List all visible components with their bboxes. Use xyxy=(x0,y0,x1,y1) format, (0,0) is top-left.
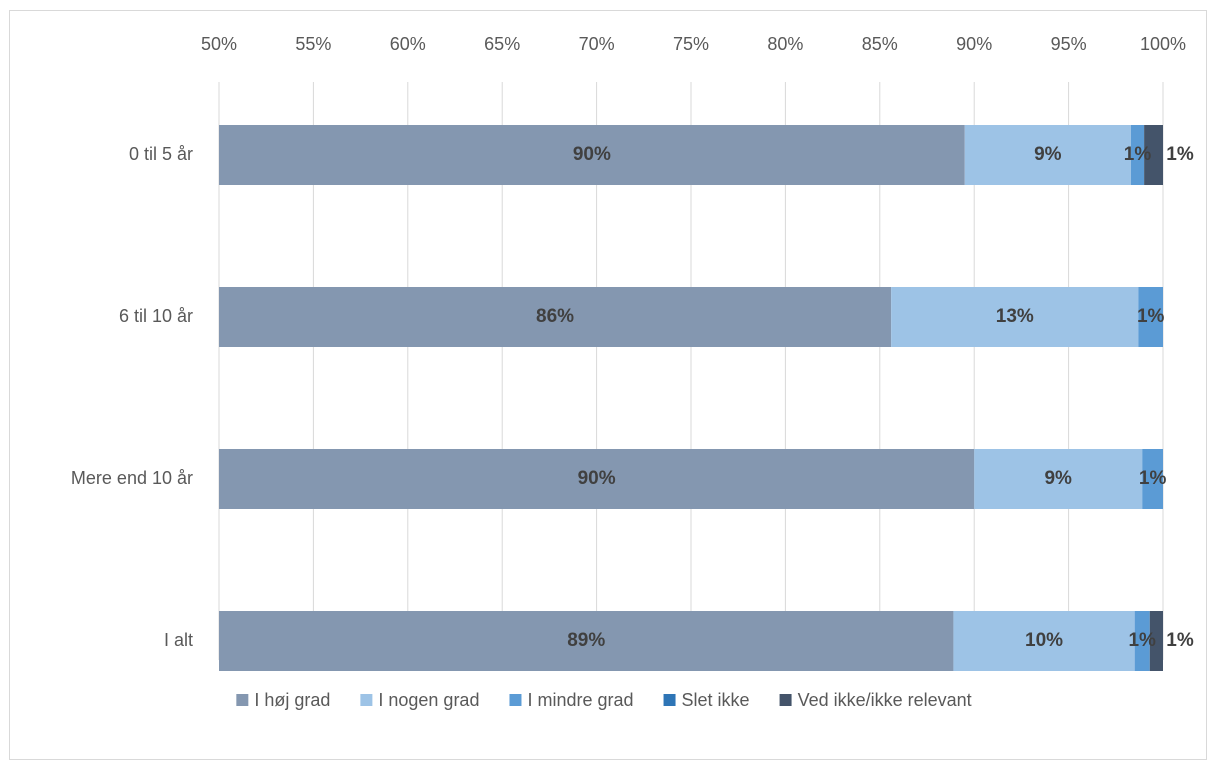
y-tick-label: I alt xyxy=(164,630,193,650)
legend-label: I høj grad xyxy=(254,690,330,710)
legend-marker xyxy=(360,694,373,706)
legend-marker xyxy=(509,694,522,706)
legend-marker xyxy=(779,694,792,706)
bar-segment xyxy=(219,611,954,671)
data-label: 13% xyxy=(996,306,1034,327)
x-tick-label: 95% xyxy=(1051,34,1087,54)
legend-label: Slet ikke xyxy=(682,690,750,710)
legend-label: I mindre grad xyxy=(527,690,633,710)
bar-segment xyxy=(1149,611,1163,671)
bar-segment xyxy=(964,125,1131,185)
x-tick-label: 65% xyxy=(484,34,520,54)
legend-marker xyxy=(236,694,249,706)
x-tick-label: 55% xyxy=(295,34,331,54)
data-label: 89% xyxy=(567,630,605,651)
bar-segment xyxy=(974,449,1143,509)
bar-segment xyxy=(219,287,892,347)
bar-segment xyxy=(1134,611,1150,671)
data-label: 1% xyxy=(1137,306,1165,327)
y-tick-label: 0 til 5 år xyxy=(129,144,193,164)
bar-segment xyxy=(953,611,1135,671)
data-label: 1% xyxy=(1166,630,1194,651)
legend-label: I nogen grad xyxy=(378,690,479,710)
legend-label: Ved ikke/ikke relevant xyxy=(798,690,972,710)
x-tick-label: 70% xyxy=(579,34,615,54)
data-label: 1% xyxy=(1139,468,1167,489)
bar-segment xyxy=(219,449,975,509)
x-tick-label: 80% xyxy=(767,34,803,54)
data-label: 9% xyxy=(1044,468,1072,489)
x-tick-label: 50% xyxy=(201,34,237,54)
bar-segment xyxy=(219,125,965,185)
y-tick-label: 6 til 10 år xyxy=(119,306,193,326)
data-label: 86% xyxy=(536,306,574,327)
x-tick-label: 100% xyxy=(1140,34,1186,54)
data-label: 1% xyxy=(1124,144,1152,165)
data-label: 1% xyxy=(1128,630,1156,651)
data-label: 90% xyxy=(578,468,616,489)
data-label: 9% xyxy=(1034,144,1062,165)
data-label: 1% xyxy=(1166,144,1194,165)
y-tick-label: Mere end 10 år xyxy=(71,468,193,488)
x-tick-label: 90% xyxy=(956,34,992,54)
bar-segment xyxy=(1130,125,1145,185)
x-tick-label: 75% xyxy=(673,34,709,54)
bar-segment xyxy=(1142,449,1163,509)
bar-segment xyxy=(891,287,1139,347)
data-label: 90% xyxy=(573,144,611,165)
x-tick-label: 85% xyxy=(862,34,898,54)
bar-segment xyxy=(1138,287,1163,347)
data-label: 10% xyxy=(1025,630,1063,651)
legend-marker xyxy=(663,694,676,706)
bar-segment xyxy=(1144,125,1163,185)
x-tick-label: 60% xyxy=(390,34,426,54)
